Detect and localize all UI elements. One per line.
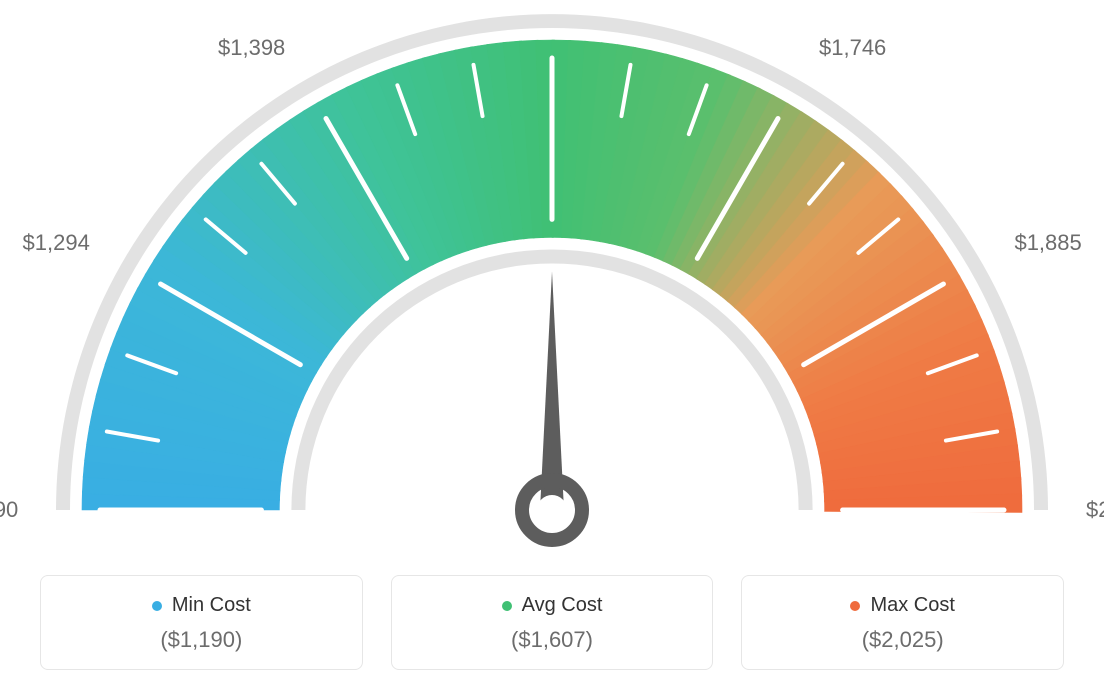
legend-max-label: Max Cost [870, 594, 954, 617]
gauge-tick-label: $1,190 [0, 497, 18, 523]
legend-avg-value: ($1,607) [402, 627, 703, 653]
legend-avg-label: Avg Cost [522, 594, 603, 617]
gauge-tick-label: $1,294 [23, 230, 90, 256]
legend-max-value: ($2,025) [752, 627, 1053, 653]
legend-card-avg: Avg Cost ($1,607) [391, 575, 714, 670]
gauge-tick-label: $1,398 [218, 35, 285, 61]
gauge-svg [0, 0, 1104, 560]
gauge-area: $1,190$1,294$1,398$1,607$1,746$1,885$2,0… [0, 0, 1104, 560]
legend-avg-top: Avg Cost [502, 594, 603, 617]
gauge-tick-label: $1,746 [819, 35, 886, 61]
chart-container: $1,190$1,294$1,398$1,607$1,746$1,885$2,0… [0, 0, 1104, 690]
legend-min-top: Min Cost [152, 594, 251, 617]
legend-min-value: ($1,190) [51, 627, 352, 653]
legend-max-top: Max Cost [850, 594, 954, 617]
legend-card-min: Min Cost ($1,190) [40, 575, 363, 670]
gauge-tick-label: $2,025 [1086, 497, 1104, 523]
legend-min-label: Min Cost [172, 594, 251, 617]
legend-card-max: Max Cost ($2,025) [741, 575, 1064, 670]
gauge-tick-label: $1,885 [1014, 230, 1081, 256]
dot-icon-min [152, 601, 162, 611]
legend-row: Min Cost ($1,190) Avg Cost ($1,607) Max … [40, 575, 1064, 670]
dot-icon-avg [502, 601, 512, 611]
dot-icon-max [850, 601, 860, 611]
